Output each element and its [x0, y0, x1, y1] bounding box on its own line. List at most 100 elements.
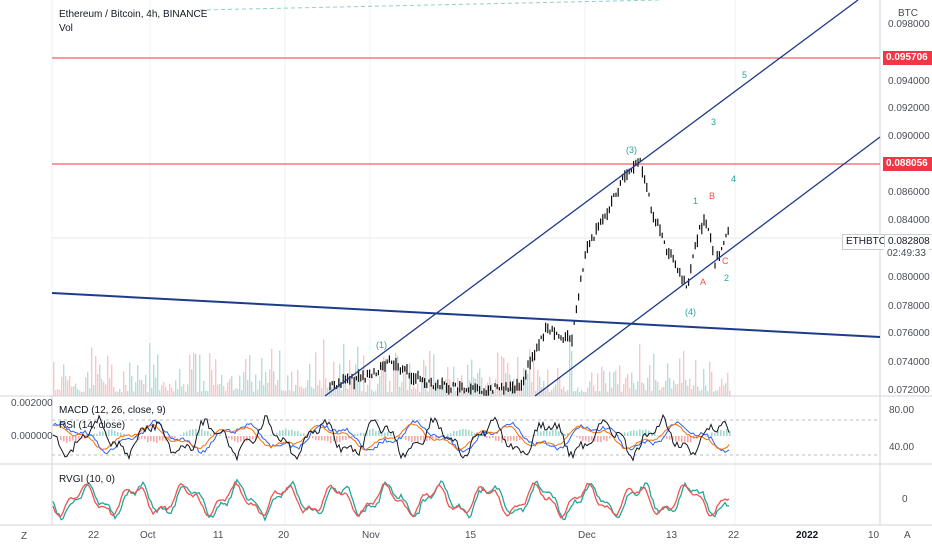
volume-bar	[439, 385, 441, 396]
macd-histogram-bar	[486, 436, 488, 438]
macd-histogram-bar	[459, 429, 461, 436]
macd-histogram-bar	[114, 430, 116, 436]
volume-bar	[305, 387, 307, 396]
macd-histogram-bar	[141, 436, 143, 439]
macd-histogram-bar	[432, 436, 434, 439]
level-price-tag[interactable]: 0.088056	[883, 157, 932, 171]
macd-histogram-bar	[189, 430, 191, 436]
volume-bar	[289, 390, 291, 396]
macd-histogram-bar	[288, 430, 290, 436]
volume-bar	[495, 379, 497, 396]
volume-bar	[509, 374, 511, 396]
volume-bar	[81, 391, 83, 396]
volume-bar	[137, 365, 139, 396]
volume-bar	[375, 390, 377, 396]
macd-histogram-bar	[582, 436, 584, 441]
volume-bar	[69, 376, 71, 396]
long-trendline[interactable]	[51, 292, 881, 338]
volume-bar	[401, 382, 403, 396]
macd-histogram-bar	[279, 430, 281, 436]
channel-upper-line[interactable]	[324, 0, 859, 397]
volume-bar	[299, 386, 301, 396]
macd-histogram-bar	[600, 436, 602, 443]
volume-bar	[447, 367, 449, 396]
volume-bar	[577, 387, 579, 396]
volume-bar	[421, 378, 423, 396]
volume-bar	[179, 368, 181, 396]
scale-mode-button[interactable]: Z	[21, 531, 28, 542]
volume-bar	[91, 347, 93, 396]
volume-bar	[61, 376, 63, 396]
volume-bar	[607, 391, 609, 396]
volume-bar	[309, 363, 311, 396]
volume-bar	[383, 356, 385, 396]
volume-bar	[713, 391, 715, 396]
chart-title: Ethereum / Bitcoin, 4h, BINANCE	[59, 9, 208, 20]
wave-label: (4)	[685, 307, 696, 317]
level-price-tag[interactable]: 0.095706	[883, 51, 932, 65]
auto-scale-button[interactable]: A	[904, 530, 911, 541]
macd-histogram-bar	[201, 429, 203, 436]
price-candles	[329, 157, 729, 396]
macd-histogram-bar	[558, 431, 560, 436]
macd-histogram-bar	[675, 436, 677, 442]
volume-bar	[501, 356, 503, 396]
macd-histogram-bar	[78, 436, 80, 440]
volume-bar	[189, 354, 191, 396]
macd-histogram-bar	[576, 436, 578, 438]
volume-bar	[217, 384, 219, 396]
macd-histogram-bar	[381, 432, 383, 436]
volume-bar	[725, 383, 727, 396]
volume-bar	[433, 354, 435, 396]
volume-bar	[245, 358, 247, 396]
channel-lower-line[interactable]	[534, 136, 881, 397]
volume-bar	[377, 383, 379, 396]
volume-bar	[161, 385, 163, 396]
macd-histogram-bar	[375, 431, 377, 436]
volume-bar	[655, 380, 657, 396]
volume-bar	[529, 348, 531, 396]
time-tick: 13	[666, 530, 678, 541]
volume-bar	[671, 388, 673, 396]
volume-bar	[283, 390, 285, 396]
macd-histogram-bar	[714, 432, 716, 436]
volume-bar	[321, 388, 323, 396]
macd-histogram-bar	[63, 436, 65, 442]
volume-bar	[153, 364, 155, 396]
macd-histogram-bar	[255, 436, 257, 441]
price-tick: 0.072000	[888, 385, 930, 396]
volume-bar	[543, 380, 545, 396]
volume-bar	[327, 387, 329, 396]
volume-bar	[151, 387, 153, 396]
volume-bar	[581, 390, 583, 396]
macd-histogram-bar	[513, 436, 515, 441]
macd-histogram-bar	[681, 436, 683, 443]
macd-histogram-bar	[240, 436, 242, 442]
volume-bar	[689, 378, 691, 396]
volume-bar	[279, 350, 281, 396]
volume-bar	[411, 388, 413, 396]
volume-bar	[537, 369, 539, 396]
macd-histogram-bar	[462, 428, 464, 436]
volume-bar	[563, 386, 565, 396]
macd-histogram-bar	[636, 430, 638, 436]
macd-histogram-bar	[159, 436, 161, 441]
macd-tick: 0.002000	[11, 398, 53, 409]
macd-histogram-bar	[525, 436, 527, 438]
volume-bar	[77, 389, 79, 396]
macd-histogram-bar	[357, 433, 359, 436]
volume-bar	[571, 351, 573, 396]
volume-bar	[429, 350, 431, 396]
volume-bar	[207, 391, 209, 396]
volume-bar	[145, 374, 147, 396]
rsi-tick: 80.00	[889, 405, 915, 416]
volume-bar	[285, 390, 287, 396]
macd-histogram-bar	[243, 436, 245, 443]
volume-bar	[525, 369, 527, 396]
volume-bar	[263, 385, 265, 396]
volume-bar	[367, 384, 369, 396]
macd-histogram-bar	[420, 436, 422, 441]
volume-bar	[345, 373, 347, 396]
macd-histogram-bar	[312, 436, 314, 439]
